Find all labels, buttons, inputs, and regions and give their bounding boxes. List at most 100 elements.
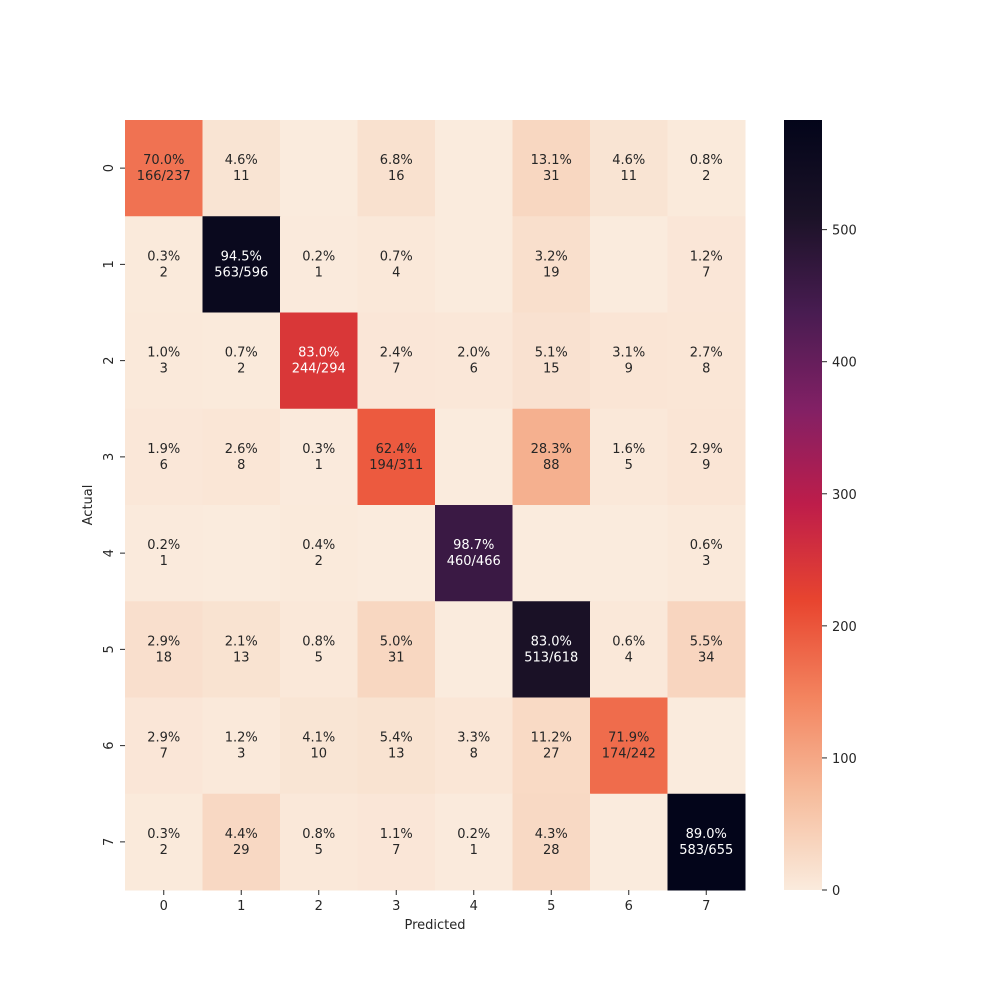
cell-percent-label: 5.5%	[690, 634, 723, 649]
cell-count-label: 5	[315, 650, 323, 665]
heatmap-cell	[202, 408, 281, 506]
cell-percent-label: 0.3%	[147, 827, 180, 842]
cell-count-label: 15	[543, 362, 560, 377]
cell-count-label: 8	[702, 362, 710, 377]
x-tick-label: 4	[470, 899, 478, 914]
heatmap-cell	[435, 793, 513, 891]
cell-count-label: 6	[160, 458, 168, 473]
cell-percent-label: 2.7%	[690, 346, 723, 361]
cell-count-label: 2	[160, 843, 168, 858]
heatmap-cell	[202, 120, 281, 217]
heatmap-cell	[125, 601, 203, 698]
heatmap-cell	[125, 505, 203, 602]
heatmap-cell	[667, 216, 746, 313]
heatmap-cell	[435, 601, 513, 698]
x-axis-ticks: 0 1 2 3 4 5 6 7	[160, 890, 710, 914]
x-tick-label: 5	[547, 899, 555, 914]
heatmap-cell	[125, 216, 203, 313]
heatmap-cell	[202, 601, 281, 698]
cell-count-label: 166/237	[137, 169, 191, 184]
cell-percent-label: 1.9%	[147, 442, 180, 457]
heatmap-cell	[435, 312, 513, 410]
cell-percent-label: 2.9%	[147, 634, 180, 649]
heatmap-cell	[667, 312, 746, 410]
heatmap-cell	[280, 312, 358, 410]
cell-percent-label: 5.0%	[380, 634, 413, 649]
cell-count-label: 8	[470, 747, 478, 762]
cell-count-label: 7	[392, 843, 400, 858]
cell-percent-label: 5.4%	[380, 731, 413, 746]
cell-percent-label: 13.1%	[531, 153, 572, 168]
cell-percent-label: 83.0%	[298, 346, 339, 361]
heatmap-cell	[667, 601, 746, 698]
cell-percent-label: 0.7%	[380, 249, 413, 264]
heatmap-cell	[202, 505, 281, 602]
cell-count-label: 5	[625, 458, 633, 473]
x-tick-label: 6	[625, 899, 633, 914]
heatmap-cell	[357, 120, 436, 217]
colorbar-tick-label: 300	[832, 488, 857, 503]
cell-percent-label: 0.8%	[302, 827, 335, 842]
y-tick-label: 0	[102, 164, 117, 172]
cell-count-label: 5	[315, 843, 323, 858]
cell-count-label: 13	[233, 650, 250, 665]
cell-count-label: 244/294	[292, 362, 346, 377]
cell-percent-label: 2.4%	[380, 346, 413, 361]
heatmap-cell	[590, 120, 668, 217]
heatmap-cell	[512, 120, 591, 217]
cell-count-label: 9	[625, 362, 633, 377]
cell-percent-label: 3.3%	[457, 731, 490, 746]
heatmap-cell	[125, 697, 203, 795]
heatmap-cell	[125, 120, 203, 217]
y-tick-label: 5	[102, 645, 117, 653]
cell-percent-label: 94.5%	[221, 249, 262, 264]
colorbar: 0 100 200 300 400 500	[784, 120, 857, 899]
cell-percent-label: 0.7%	[225, 346, 258, 361]
heatmap-cell	[512, 601, 591, 698]
cell-count-label: 11	[620, 169, 637, 184]
y-tick-label: 6	[102, 741, 117, 749]
cell-percent-label: 0.2%	[302, 249, 335, 264]
heatmap-cell	[280, 120, 358, 217]
cell-count-label: 19	[543, 265, 560, 280]
heatmap-cell	[590, 601, 668, 698]
cell-count-label: 1	[315, 265, 323, 280]
heatmap-cell	[202, 793, 281, 891]
cell-count-label: 3	[237, 747, 245, 762]
colorbar-tick-label: 0	[832, 884, 840, 899]
cell-percent-label: 28.3%	[531, 442, 572, 457]
cell-percent-label: 0.6%	[690, 538, 723, 553]
heatmap-cell	[667, 793, 746, 891]
heatmap-cell	[280, 697, 358, 795]
cell-percent-label: 0.8%	[302, 634, 335, 649]
y-tick-label: 1	[102, 260, 117, 268]
cell-percent-label: 62.4%	[376, 442, 417, 457]
heatmap-cell	[590, 505, 668, 602]
cell-count-label: 13	[388, 747, 405, 762]
cell-percent-label: 0.3%	[147, 249, 180, 264]
cell-percent-label: 6.8%	[380, 153, 413, 168]
cell-count-label: 34	[698, 650, 715, 665]
heatmap-cell	[590, 793, 668, 891]
x-tick-label: 7	[702, 899, 710, 914]
heatmap-cell	[435, 408, 513, 506]
x-tick-label: 2	[315, 899, 323, 914]
colorbar-tick-label: 400	[832, 356, 857, 371]
cell-percent-label: 4.6%	[612, 153, 645, 168]
x-tick-label: 1	[237, 899, 245, 914]
cell-count-label: 583/655	[679, 843, 733, 858]
cell-percent-label: 2.0%	[457, 346, 490, 361]
heatmap-cell	[590, 216, 668, 313]
cell-count-label: 563/596	[214, 265, 268, 280]
heatmap-cell	[435, 697, 513, 795]
colorbar-gradient	[784, 120, 822, 890]
cell-count-label: 31	[543, 169, 560, 184]
heatmap-cell	[590, 312, 668, 410]
cell-count-label: 7	[160, 747, 168, 762]
heatmap-cell	[280, 505, 358, 602]
heatmap-cell	[202, 697, 281, 795]
cell-count-label: 1	[160, 554, 168, 569]
cell-percent-label: 4.3%	[535, 827, 568, 842]
cell-count-label: 8	[237, 458, 245, 473]
cell-percent-label: 0.2%	[147, 538, 180, 553]
